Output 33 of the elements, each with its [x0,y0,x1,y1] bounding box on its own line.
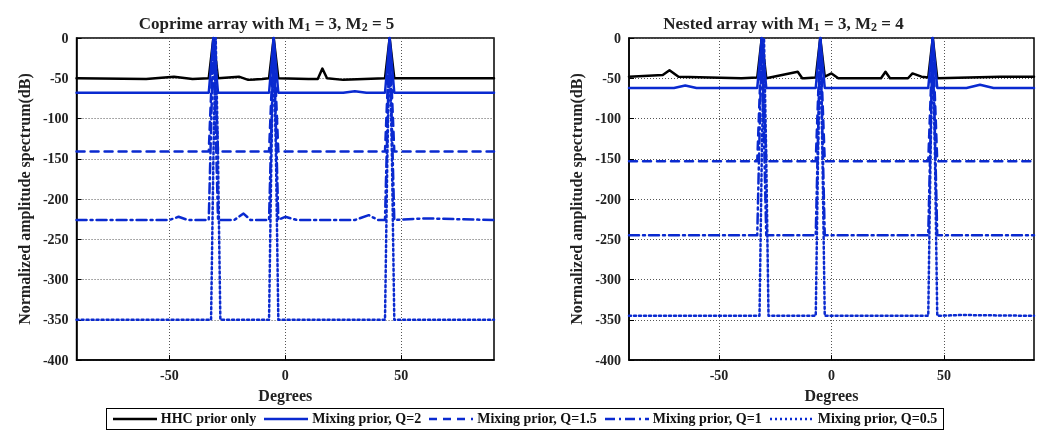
y-tick-label: -250 [42,231,69,247]
y-tick-label: 0 [61,30,69,46]
x-tick-label: 0 [828,367,835,383]
y-tick-label: -300 [42,272,69,288]
y-tick-label: 0 [614,30,621,46]
y-tick-label: -400 [595,352,621,368]
y-tick-label: -250 [595,231,621,247]
y-tick-label: -200 [595,191,621,207]
x-tick-label: -50 [709,367,729,383]
y-tick-label: -50 [602,70,621,86]
x-tick-label: 50 [937,367,951,383]
legend-label: Mixing prior, Q=1 [652,411,762,427]
y-tick-label: -100 [42,111,69,127]
y-tick-label: -150 [42,151,69,167]
legend-label: HHC prior only [160,411,257,427]
y-tick-label: -50 [49,70,69,86]
x-tick-label: 50 [394,367,409,383]
y-tick-label: -350 [42,312,69,328]
x-axis-title: Degrees [804,386,859,405]
y-tick-label: -100 [595,111,621,127]
y-tick-label: -150 [595,151,621,167]
legend-label: Mixing prior, Q=1.5 [477,411,597,427]
x-tick-label: 0 [281,367,289,383]
y-axis-title: Normalized amplitude spectrum(dB) [15,73,34,325]
y-tick-label: -300 [595,272,621,288]
y-tick-label: -400 [42,352,69,368]
y-tick-label: -200 [42,191,69,207]
y-tick-label: -350 [595,312,621,328]
x-tick-label: -50 [159,367,179,383]
legend-label: Mixing prior, Q=2 [312,411,422,427]
legend-label: Mixing prior, Q=0.5 [817,411,938,427]
x-axis-title: Degrees [258,386,313,405]
y-axis-title: Normalized amplitude spectrum(dB) [567,73,586,325]
